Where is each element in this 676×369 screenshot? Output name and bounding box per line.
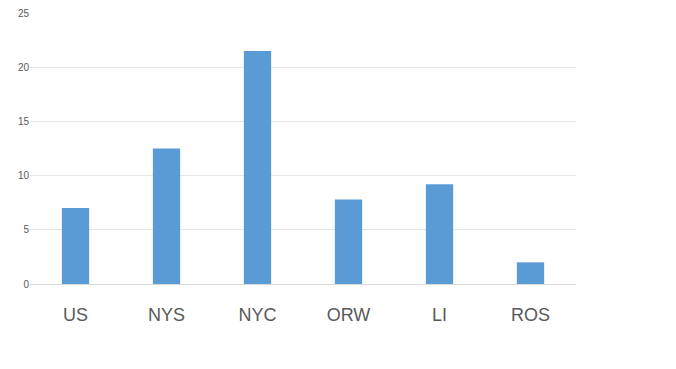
svg-text:ORW: ORW: [327, 305, 371, 325]
svg-text:NYS: NYS: [148, 305, 185, 325]
svg-text:ROS: ROS: [511, 305, 550, 325]
svg-text:5: 5: [23, 224, 29, 235]
svg-text:US: US: [63, 305, 88, 325]
svg-text:10: 10: [18, 170, 30, 181]
svg-text:25: 25: [18, 8, 30, 19]
svg-text:LI: LI: [432, 305, 447, 325]
svg-text:NYC: NYC: [238, 305, 276, 325]
svg-text:0: 0: [23, 279, 29, 290]
svg-text:15: 15: [18, 116, 30, 127]
svg-text:20: 20: [18, 62, 30, 73]
